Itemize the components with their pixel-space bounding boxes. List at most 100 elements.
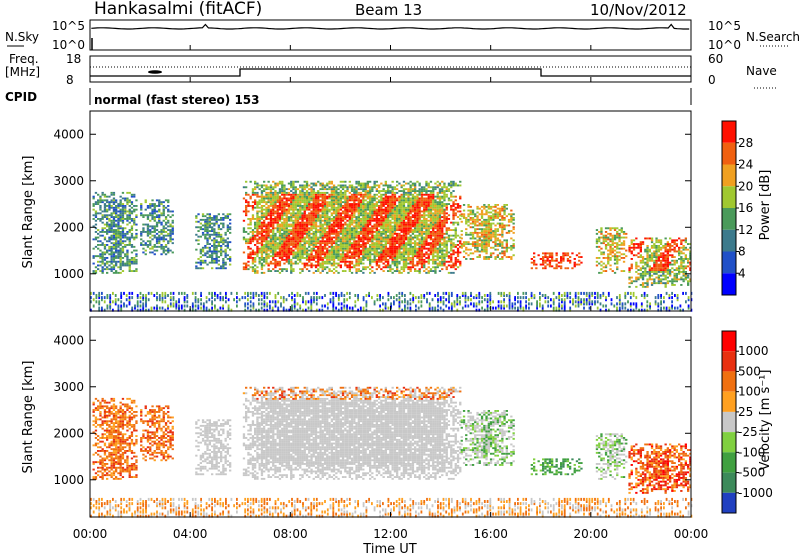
- power-cell: [292, 250, 294, 252]
- power-cell: [441, 238, 443, 240]
- power-cell: [416, 199, 418, 201]
- power-cell: [376, 263, 378, 265]
- power-cell: [140, 212, 142, 214]
- power-cell: [376, 265, 378, 267]
- power-cell: [277, 209, 279, 211]
- power-cell: [423, 218, 425, 220]
- power-cell: [434, 199, 436, 201]
- power-cell: [326, 209, 328, 211]
- power-cell: [213, 239, 215, 241]
- power-cell: [93, 203, 95, 205]
- power-cell: [195, 249, 197, 251]
- power-cell: [351, 211, 353, 213]
- power-cell: [106, 211, 108, 213]
- power-cell: [387, 216, 389, 218]
- power-cell: [396, 185, 398, 187]
- power-cell: [450, 207, 452, 209]
- power-cell: [365, 224, 367, 226]
- power-cell: [419, 246, 421, 248]
- power-cell: [108, 201, 110, 203]
- power-cell: [340, 257, 342, 259]
- power-cell: [286, 259, 288, 261]
- power-cell: [461, 230, 463, 232]
- power-cell: [423, 224, 425, 226]
- power-cell: [222, 238, 224, 240]
- power-cell: [297, 238, 299, 240]
- power-cell: [476, 234, 478, 236]
- power-cell: [286, 214, 288, 216]
- power-cell: [387, 224, 389, 226]
- power-cell: [355, 268, 357, 270]
- power-cell: [104, 259, 106, 261]
- power-cell: [135, 216, 137, 218]
- power-cell: [250, 220, 252, 222]
- power-cell: [389, 186, 391, 188]
- power-cell: [335, 196, 337, 198]
- power-cell: [317, 242, 319, 244]
- power-cell: [396, 257, 398, 259]
- power-cell: [414, 231, 416, 233]
- power-cell: [243, 237, 245, 239]
- power-cell: [277, 248, 279, 250]
- date-title: 10/Nov/2012: [590, 1, 687, 19]
- power-cell: [283, 201, 285, 203]
- power-cell: [156, 242, 158, 244]
- power-cell: [340, 196, 342, 198]
- power-cell: [113, 235, 115, 237]
- power-cell: [380, 216, 382, 218]
- power-cell: [301, 268, 303, 270]
- power-cell: [213, 241, 215, 243]
- power-cell: [297, 216, 299, 218]
- power-cell: [97, 265, 99, 267]
- power-cell: [387, 188, 389, 190]
- power-cell: [317, 238, 319, 240]
- power-cell: [432, 194, 434, 196]
- power-cell: [163, 225, 165, 227]
- power-cell: [365, 237, 367, 239]
- power-cell: [405, 252, 407, 254]
- power-cell: [367, 229, 369, 231]
- power-cell: [250, 181, 252, 183]
- power-cell: [508, 247, 510, 249]
- power-cell: [310, 238, 312, 240]
- power-cell: [380, 244, 382, 246]
- power-cell: [342, 224, 344, 226]
- power-cell: [335, 252, 337, 254]
- power-cell: [369, 211, 371, 213]
- power-cell: [115, 255, 117, 257]
- power-cell: [317, 270, 319, 272]
- power-cell: [108, 238, 110, 240]
- power-cell: [457, 207, 459, 209]
- power-cell: [410, 257, 412, 259]
- power-cell: [301, 229, 303, 231]
- nsky-tick-bottom: 10^0: [52, 38, 85, 52]
- power-cell: [423, 198, 425, 200]
- power-cell: [479, 219, 481, 221]
- power-cell: [437, 259, 439, 261]
- power-cell: [322, 188, 324, 190]
- power-cell: [151, 218, 153, 220]
- power-cell: [167, 229, 169, 231]
- power-cell: [308, 253, 310, 255]
- power-cell: [472, 217, 474, 219]
- power-cell: [286, 194, 288, 196]
- power-cell: [346, 214, 348, 216]
- power-cell: [290, 198, 292, 200]
- power-cell: [131, 201, 133, 203]
- power-cell: [421, 259, 423, 261]
- power-cell: [292, 246, 294, 248]
- power-cell: [439, 242, 441, 244]
- power-cell: [227, 247, 229, 249]
- power-cell: [367, 237, 369, 239]
- power-cell: [200, 219, 202, 221]
- power-cell: [306, 196, 308, 198]
- power-cell: [349, 266, 351, 268]
- power-cell: [135, 224, 137, 226]
- power-cell: [432, 209, 434, 211]
- power-cell: [428, 212, 430, 214]
- power-cell: [412, 198, 414, 200]
- power-cell: [151, 252, 153, 254]
- power-cell: [265, 237, 267, 239]
- power-cell: [160, 244, 162, 246]
- power-cell: [412, 233, 414, 235]
